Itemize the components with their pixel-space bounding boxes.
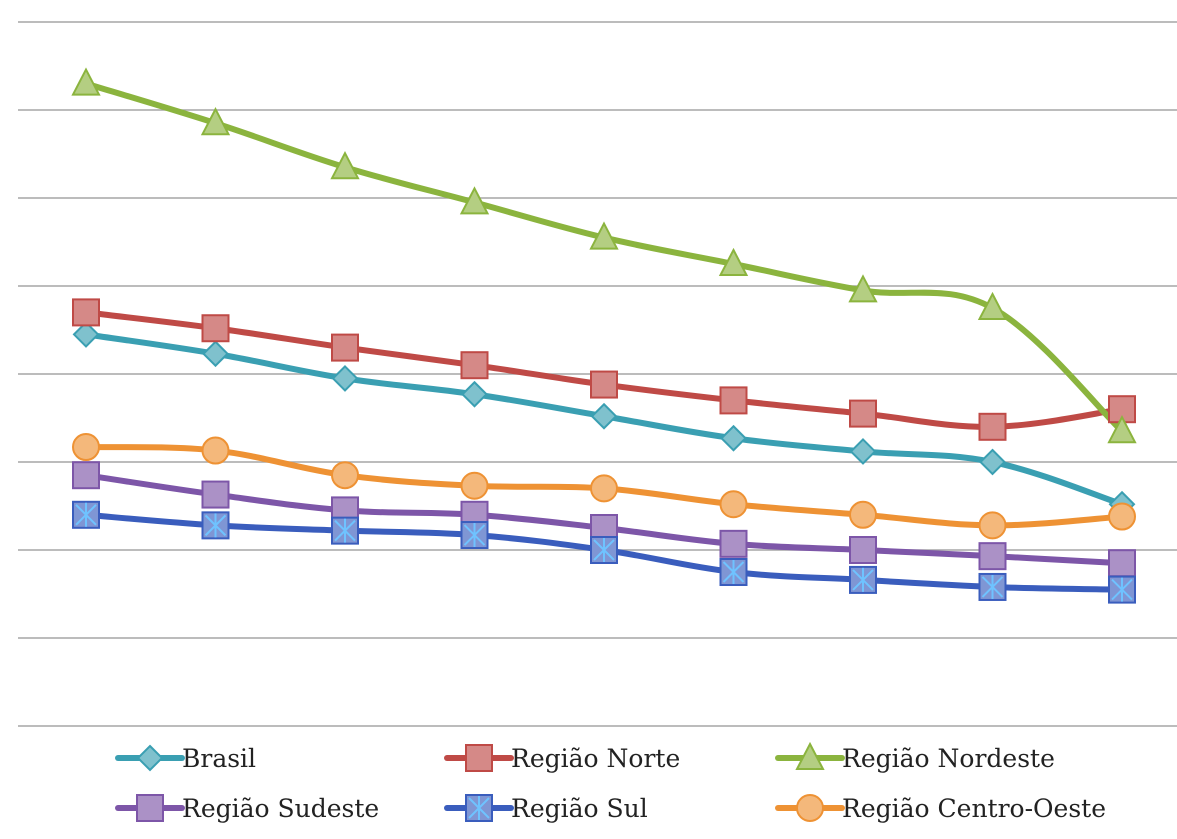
data-point-series-3: [848, 274, 878, 303]
data-point-series-4: [719, 529, 748, 558]
legend-marker: [796, 794, 824, 822]
data-point-series-1: [72, 320, 100, 348]
data-point-series-6: [849, 500, 877, 529]
legend-item: Região Norte: [444, 744, 680, 773]
data-point-series-4: [1108, 549, 1136, 578]
data-point-series-6: [590, 474, 618, 503]
data-point-series-5: [201, 511, 230, 540]
data-point-series-1: [202, 340, 229, 368]
data-point-series-2: [590, 370, 618, 399]
data-point-series-5: [719, 558, 748, 586]
data-point-series-4: [72, 461, 100, 490]
legend-item: Região Nordeste: [775, 741, 1055, 773]
data-point-series-2: [719, 386, 748, 415]
legend-marker: [465, 744, 493, 772]
legend-item: Região Sul: [444, 794, 648, 823]
legend-marker: [136, 744, 164, 772]
data-point-series-6: [72, 433, 100, 462]
data-point-series-3: [459, 186, 490, 215]
legend-label: Região Sudeste: [182, 794, 379, 823]
legend-item: Brasil: [115, 744, 256, 773]
data-point-series-3: [589, 221, 619, 250]
data-point-series-5: [1108, 575, 1136, 604]
data-point-series-4: [978, 542, 1007, 571]
data-point-series-3: [977, 291, 1008, 320]
legend-marker: [136, 794, 164, 822]
data-point-series-6: [978, 511, 1007, 540]
data-point-series-5: [978, 572, 1007, 601]
series-lines: [83, 80, 1125, 593]
data-point-series-1: [979, 448, 1006, 476]
data-point-series-6: [719, 490, 748, 519]
data-point-series-3: [718, 247, 749, 276]
legend-label: Região Centro-Oeste: [842, 794, 1106, 823]
data-point-series-6: [201, 436, 230, 465]
data-point-series-1: [461, 380, 488, 408]
legend-label: Região Nordeste: [842, 744, 1055, 773]
data-point-series-2: [460, 351, 489, 380]
legend-marker: [465, 794, 493, 822]
data-point-series-5: [460, 521, 489, 550]
data-point-series-1: [590, 402, 618, 430]
data-point-series-6: [331, 461, 359, 490]
data-point-series-5: [331, 516, 359, 545]
legend-label: Região Norte: [511, 744, 680, 773]
data-point-series-4: [201, 480, 230, 509]
data-point-series-5: [590, 536, 618, 564]
legend-label: Região Sul: [511, 794, 648, 823]
data-point-series-5: [72, 500, 100, 529]
series-markers: [71, 67, 1137, 604]
data-point-series-3: [330, 151, 360, 180]
data-point-series-1: [720, 424, 747, 452]
data-point-series-2: [331, 333, 359, 362]
data-point-series-5: [849, 565, 877, 594]
data-point-series-3: [200, 107, 231, 136]
data-point-series-2: [849, 399, 877, 428]
data-point-series-4: [849, 536, 877, 564]
data-point-series-3: [71, 67, 101, 96]
data-point-series-1: [849, 438, 877, 465]
data-point-series-2: [72, 298, 100, 327]
data-point-series-2: [201, 314, 230, 343]
data-point-series-6: [1108, 502, 1136, 531]
legend: Brasil Região Norte Região Nordeste Região …: [115, 741, 1106, 823]
data-point-series-2: [978, 412, 1007, 441]
data-point-series-3: [1107, 415, 1137, 444]
legend-item: Região Sudeste: [115, 794, 379, 823]
legend-marker: [795, 741, 825, 770]
data-point-series-1: [331, 364, 359, 392]
legend-item: Região Centro-Oeste: [775, 794, 1106, 823]
data-point-series-6: [460, 471, 489, 500]
legend-label: Brasil: [182, 744, 256, 773]
